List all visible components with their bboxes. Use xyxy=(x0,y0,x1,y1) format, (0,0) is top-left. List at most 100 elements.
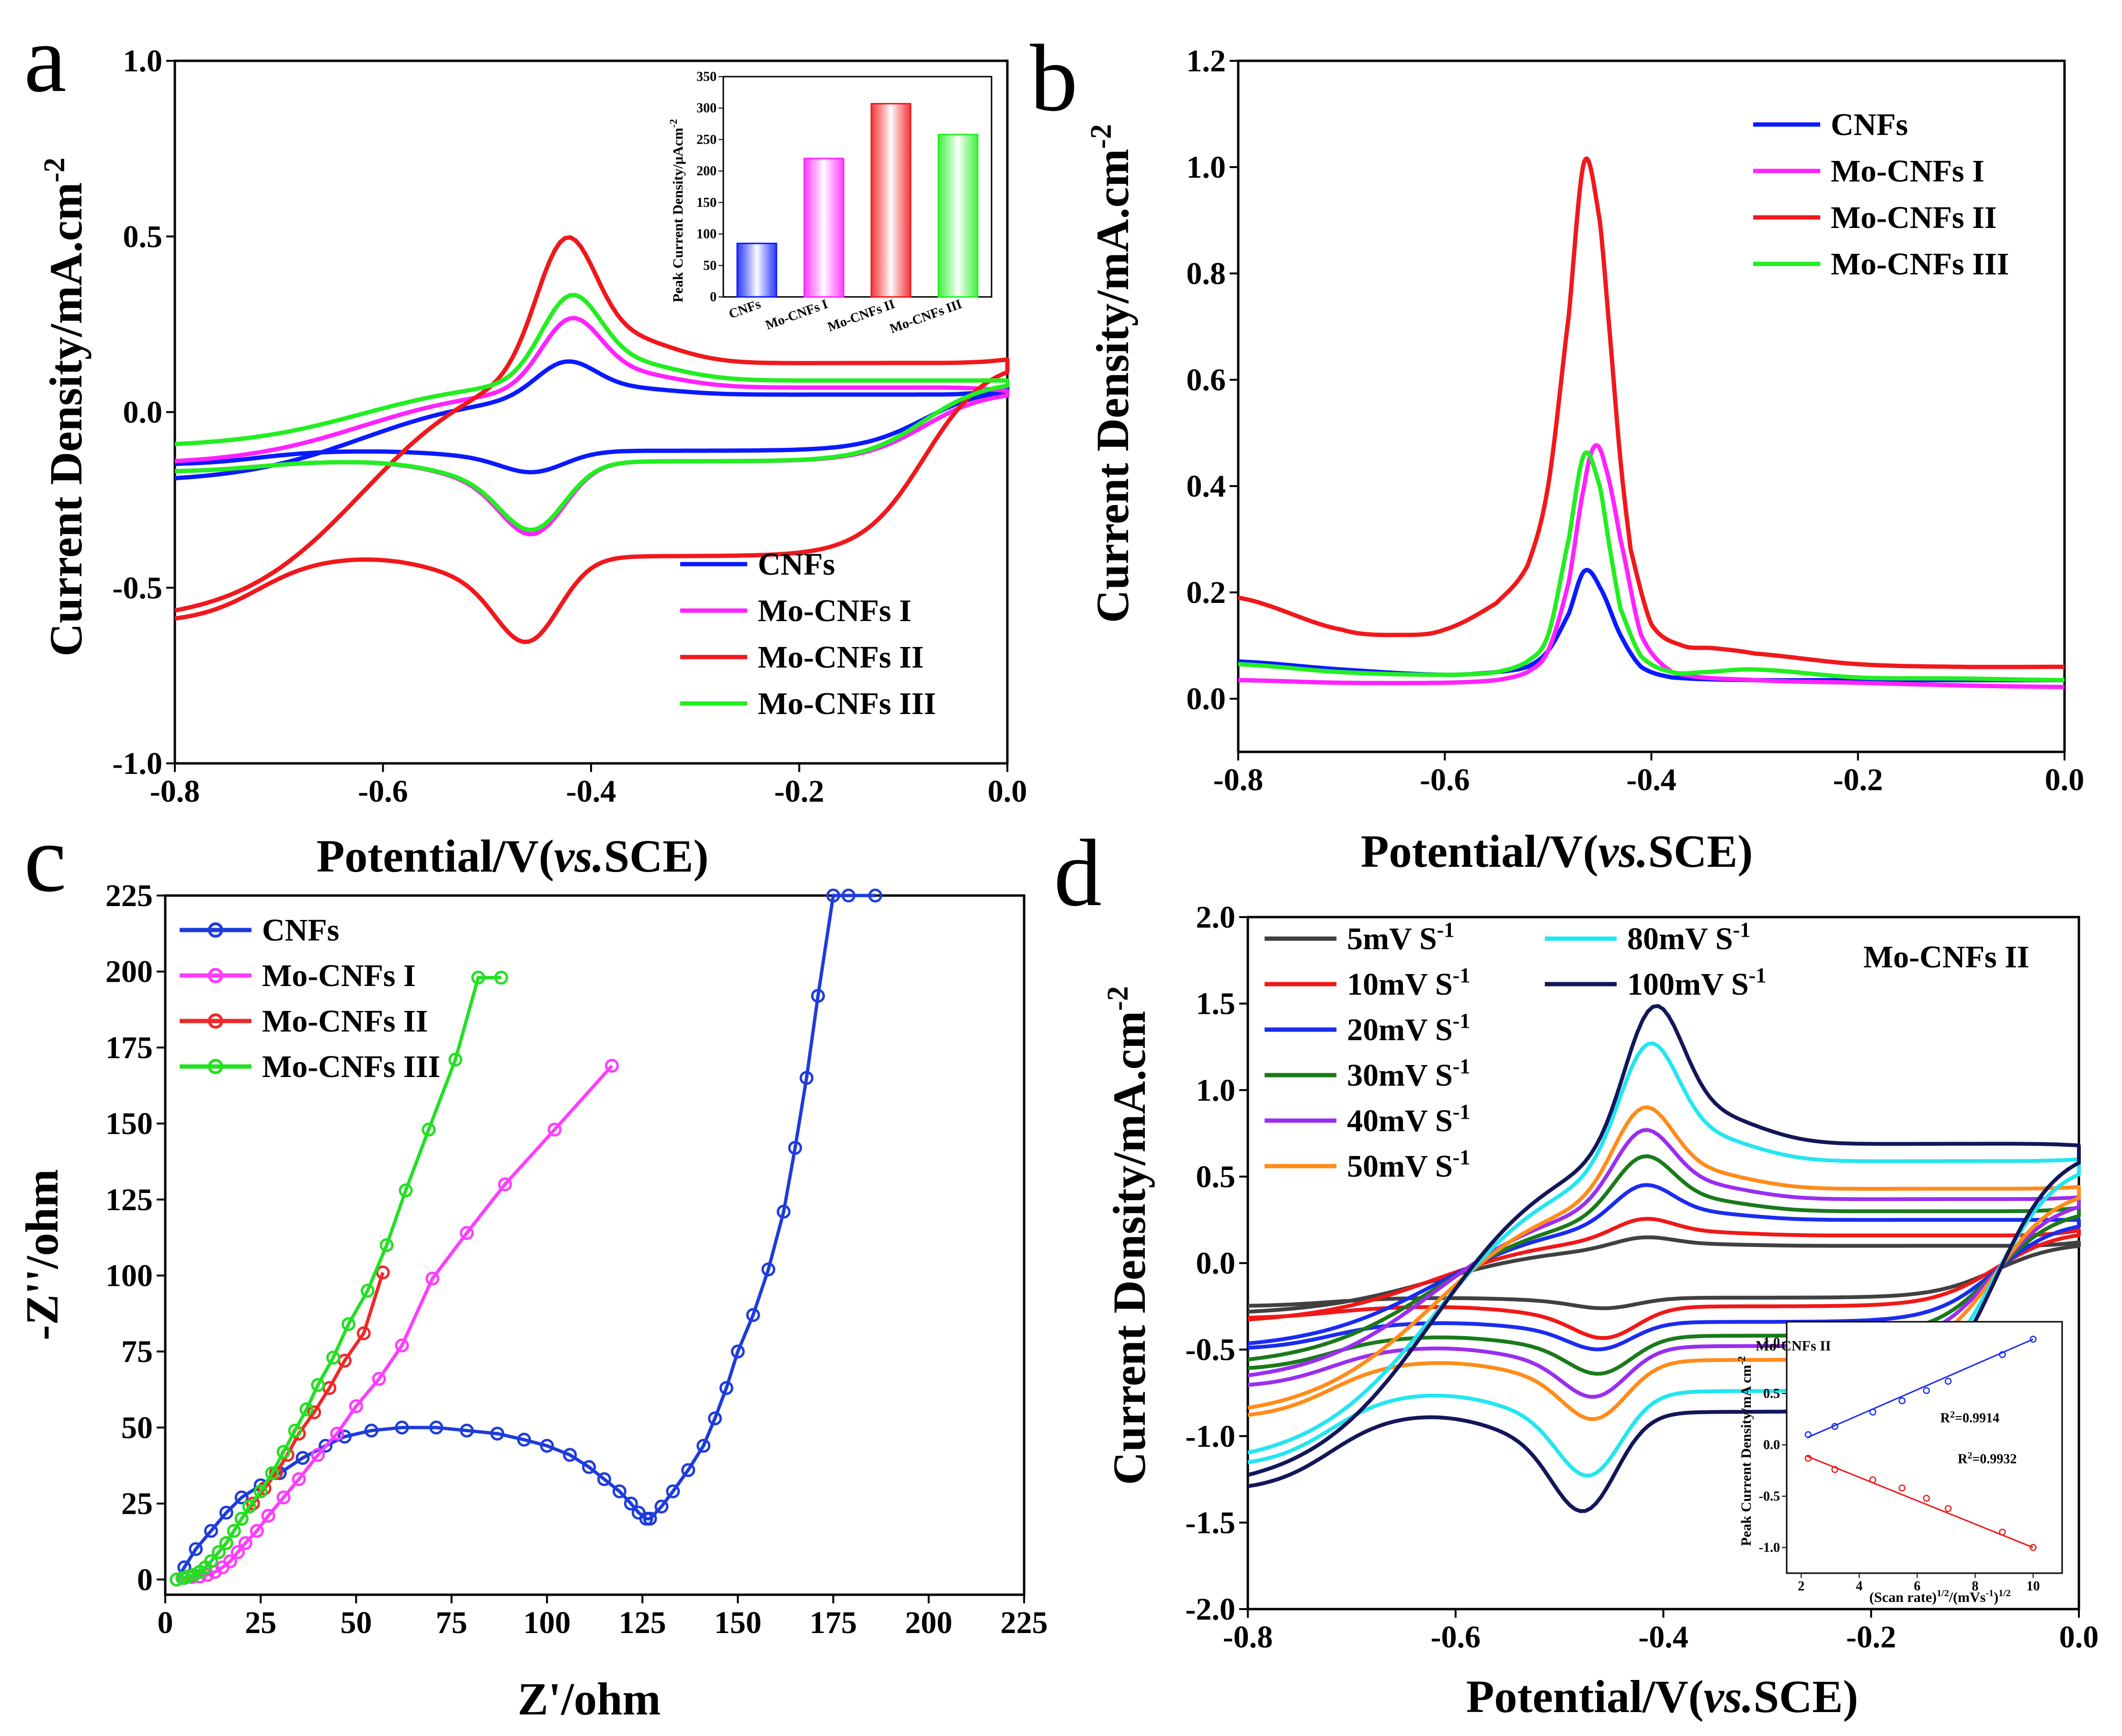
panel-c-point-cnfs xyxy=(826,888,841,903)
panel-c-point-mo-cnfs-i xyxy=(238,1536,252,1550)
inset-d-point-anodic xyxy=(2030,1336,2037,1343)
panel-c-point-cnfs xyxy=(517,1432,531,1447)
inset-d-point-cathodic xyxy=(1869,1476,1877,1484)
panel-a-series-mo-cnfs-i xyxy=(174,316,1010,536)
panel-c-x-tick-label: 225 xyxy=(1001,1605,1048,1640)
panel-c-point-cnfs xyxy=(563,1448,577,1462)
panel-d-legend-label: 10mV S-1 xyxy=(1347,964,1470,1002)
panel-c-point-cnfs xyxy=(338,1430,352,1444)
panel-c-point-cnfs xyxy=(540,1439,554,1453)
panel-b-y-tick-label: 0.8 xyxy=(1186,256,1226,291)
panel-d-series-80mv-s-1 xyxy=(1247,1041,2081,1478)
panel-c-point-cnfs xyxy=(811,988,825,1003)
panel-c-point-cnfs xyxy=(582,1460,596,1474)
panel-c-y-tick-label: 50 xyxy=(121,1410,153,1445)
panel-d-series-10mv-s-1 xyxy=(1247,1217,2081,1340)
panel-b-x-tick-label: -0.2 xyxy=(1833,762,1883,797)
panel-c-point-mo-cnfs-iii xyxy=(265,1466,279,1480)
panel-c-x-tick-label: 0 xyxy=(158,1605,173,1640)
panel-c-legend-marker xyxy=(208,922,223,938)
panel-c-point-cnfs xyxy=(429,1420,444,1435)
panel-c-point-mo-cnfs-iii xyxy=(253,1484,268,1498)
panel-c-legend-label: Mo-CNFs II xyxy=(262,1004,428,1039)
panel-a-legend-label: Mo-CNFs I xyxy=(758,593,912,628)
panel-d-series-30mv-s-1 xyxy=(1247,1154,2081,1376)
panel-d-legend-label: 50mV S-1 xyxy=(1347,1146,1470,1184)
panel-a-legend-label: Mo-CNFs II xyxy=(758,640,924,675)
panel-c-y-tick-label: 150 xyxy=(105,1106,153,1141)
panel-d-legend-label: 100mV S-1 xyxy=(1627,964,1766,1002)
panel-c-legend-marker xyxy=(208,1013,223,1029)
panel-d-y-tick-label: 0.5 xyxy=(1196,1159,1236,1194)
panel-b-x-tick-label: 0.0 xyxy=(2045,762,2085,797)
panel-c-point-cnfs xyxy=(643,1511,657,1526)
panel-c-point-mo-cnfs-iii xyxy=(212,1545,226,1559)
panel-c-x-tick-label: 175 xyxy=(810,1605,857,1640)
panel-c-point-mo-cnfs-iii xyxy=(227,1524,241,1538)
panel-b-x-axis-label: Potential/V(vs.SCE) xyxy=(1361,826,1753,877)
panel-c-y-tick-label: 225 xyxy=(105,878,153,913)
inset-d-y-axis-label: Peak Current Density/mA cm-2 xyxy=(1735,1356,1754,1546)
inset-a-y-tick-label: 150 xyxy=(696,195,717,210)
panel-c-point-cnfs xyxy=(364,1423,378,1438)
inset-d-point-cathodic xyxy=(1831,1466,1838,1473)
inset-d-y-tick-label: 0.0 xyxy=(1763,1438,1780,1452)
panel-c-x-tick-label: 75 xyxy=(436,1605,468,1640)
panel-b-dpv-chart: -0.8 -0.6 -0.4 -0.2 0.0 0.0 0.2 0.4 0.6 0.8 1.0 1.2… xyxy=(1186,44,2085,797)
panel-letter-c: c xyxy=(24,806,67,912)
panel-c-point-mo-cnfs-iii xyxy=(360,1283,375,1298)
panel-c-y-tick-label: 75 xyxy=(121,1334,153,1369)
panel-c-point-mo-cnfs-iii xyxy=(299,1402,314,1417)
panel-d-legend-label: 80mV S-1 xyxy=(1627,918,1750,956)
panel-c-point-cnfs xyxy=(776,1204,791,1219)
inset-d-point-anodic xyxy=(1804,1431,1812,1438)
panel-a-series-mo-cnfs-iii xyxy=(174,293,1010,532)
panel-d-y-tick-label: 1.5 xyxy=(1196,987,1236,1021)
inset-a-category-label: Mo-CNFs II xyxy=(826,296,897,334)
panel-b-x-tick-label: -0.8 xyxy=(1213,762,1263,797)
panel-d-y-tick-label: -2.0 xyxy=(1186,1592,1235,1627)
inset-d-x-axis-label: (Scan rate)1/2/(mVs-1)1/2 xyxy=(1869,1588,2010,1605)
inset-d-point-cathodic xyxy=(1999,1529,2006,1536)
panel-a-cv-chart: -0.8 -0.6 -0.4 -0.2 0.0 -1.0 -0.5 0.0 0.5 1.0 CNFs… xyxy=(113,44,1027,809)
panel-b-legend-label: CNFs xyxy=(1831,107,1908,142)
panel-d-y-tick-label: 2.0 xyxy=(1196,900,1236,935)
panel-c-point-mo-cnfs-i xyxy=(230,1545,245,1559)
panel-c-point-cnfs xyxy=(730,1344,745,1359)
inset-a-category-label: Mo-CNFs III xyxy=(888,296,964,336)
panel-c-y-tick-label: 125 xyxy=(105,1182,153,1217)
panel-c-point-mo-cnfs-i xyxy=(223,1554,237,1568)
panel-c-point-cnfs xyxy=(234,1490,249,1505)
panel-c-x-axis-label: Z'/ohm xyxy=(518,1673,661,1725)
panel-c-point-cnfs xyxy=(681,1463,696,1477)
panel-d-x-tick-label: 0.0 xyxy=(2059,1620,2099,1655)
panel-d-x-axis-label: Potential/V(vs.SCE) xyxy=(1466,1671,1859,1722)
panel-b-x-tick-label: -0.4 xyxy=(1626,762,1676,797)
panel-c-point-mo-cnfs-iii xyxy=(234,1511,249,1526)
inset-a-y-axis-label: Peak Current Density/μAcm-2 xyxy=(667,119,686,302)
panel-b-legend-label: Mo-CNFs II xyxy=(1831,200,1997,235)
panel-c-point-cnfs xyxy=(696,1439,711,1453)
panel-c-point-mo-cnfs-iii xyxy=(204,1554,218,1568)
panel-c-point-mo-cnfs-ii xyxy=(376,1265,390,1280)
panel-c-y-tick-label: 100 xyxy=(105,1258,153,1293)
panel-c-point-mo-cnfs-iii xyxy=(326,1350,341,1365)
panel-a-x-tick-label: 0.0 xyxy=(988,774,1027,809)
inset-d-fit-line-anodic xyxy=(1806,1339,2034,1439)
panel-a-x-tick-label: -0.4 xyxy=(566,774,616,809)
panel-letter-d: d xyxy=(1054,820,1102,926)
panel-c-point-mo-cnfs-i xyxy=(498,1177,512,1191)
panel-d-legend-label: 20mV S-1 xyxy=(1347,1009,1470,1047)
panel-b-legend-label: Mo-CNFs I xyxy=(1831,154,1985,189)
panel-d-series-100mv-s-1 xyxy=(1247,1004,2081,1513)
panel-c-point-cnfs xyxy=(460,1423,474,1438)
panel-c-point-mo-cnfs-i xyxy=(330,1427,344,1441)
panel-c-point-mo-cnfs-iii xyxy=(181,1569,195,1584)
panel-c-point-cnfs xyxy=(597,1472,611,1486)
inset-d-r2-label-cathodic: R2=0.9932 xyxy=(1958,1451,2017,1467)
panel-c-point-mo-cnfs-iii xyxy=(342,1317,356,1331)
panel-c-point-mo-cnfs-iii xyxy=(422,1123,436,1137)
panel-c-point-mo-cnfs-i xyxy=(605,1058,619,1073)
panel-c-point-mo-cnfs-iii xyxy=(494,970,508,985)
inset-a-y-tick-label: 300 xyxy=(696,101,717,116)
